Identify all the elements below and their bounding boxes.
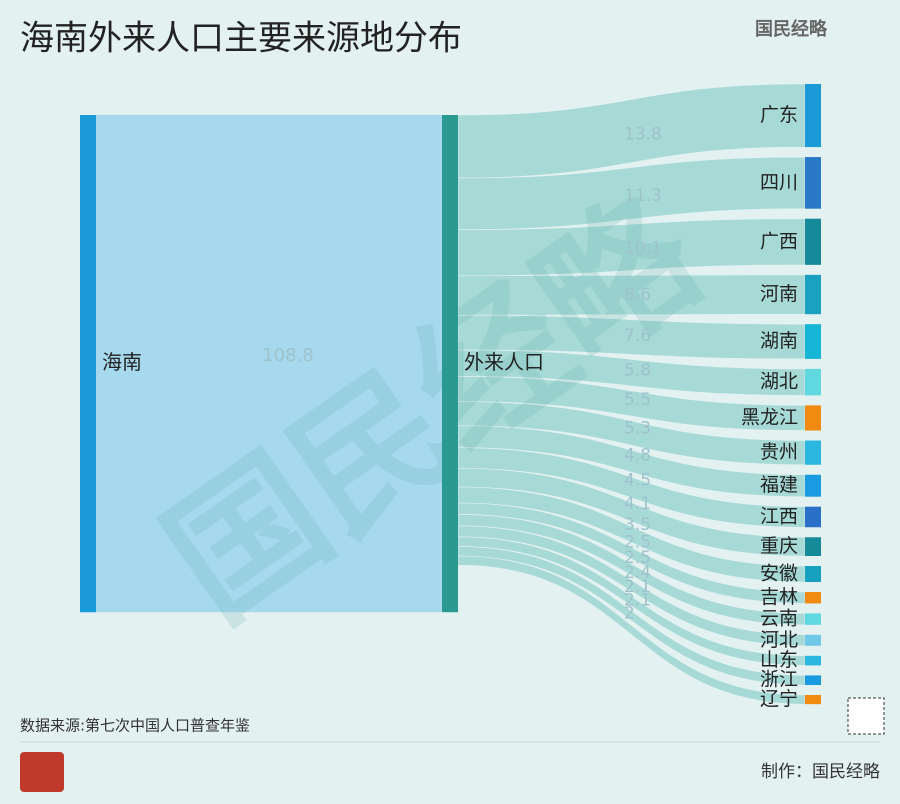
node-label: 湖南: [760, 330, 798, 352]
node-label: 四川: [760, 171, 798, 193]
link-label: 10.1: [624, 239, 662, 259]
node-label: 广西: [760, 230, 798, 252]
link-label: 2.4: [624, 563, 651, 583]
node: [805, 274, 821, 315]
node-label: 外来人口: [464, 350, 544, 374]
node-label: 河北: [760, 629, 798, 651]
link-label: 13.8: [624, 125, 662, 145]
node: [805, 157, 821, 209]
logo-stamp: [20, 752, 64, 792]
node: [805, 368, 821, 396]
node: [805, 474, 821, 497]
node-label: 浙江: [760, 669, 798, 691]
link: [457, 502, 806, 604]
link: [96, 115, 442, 613]
link-label: 4.1: [624, 494, 651, 514]
link: [457, 536, 806, 666]
node-label: 山东: [760, 649, 798, 671]
node-label: 黑龙江: [741, 406, 798, 428]
node: [805, 405, 821, 431]
link-label: 8.6: [624, 285, 651, 305]
node: [805, 655, 821, 666]
chart-title: 海南外来人口主要来源地分布: [20, 19, 462, 59]
data-source: 数据来源:第七次中国人口普查年鉴: [20, 717, 250, 735]
nodes: 108.8 海南 外来人口 13.8 广东 11.3 四川 10.1 广西 8.6 河南 7.6 湖南 5…: [80, 84, 821, 710]
link-label: 2: [624, 604, 635, 624]
node-label: 云南: [760, 608, 798, 630]
link-label: 3.5: [624, 515, 651, 535]
node: [80, 115, 96, 613]
link-label: 108.8: [262, 345, 314, 366]
node: [805, 591, 821, 604]
node: [805, 506, 821, 528]
node: [442, 115, 458, 613]
link-label: 5.8: [624, 360, 651, 380]
node: [805, 634, 821, 646]
node: [805, 218, 821, 265]
node-label: 广东: [760, 104, 798, 126]
link-label: 2.5: [624, 548, 651, 568]
node-label: 江西: [760, 505, 798, 527]
node: [805, 613, 821, 625]
node: [805, 440, 821, 465]
node-label: 重庆: [760, 535, 798, 557]
link-label: 4.5: [624, 470, 651, 490]
node-label: 福建: [760, 474, 798, 496]
node: [805, 565, 821, 582]
logo-text: 国民经略: [755, 18, 828, 40]
links: [96, 83, 806, 705]
link: [457, 314, 806, 360]
node: [805, 84, 821, 148]
node: [805, 695, 821, 705]
node-label: 贵州: [760, 441, 798, 463]
node-label: 海南: [102, 350, 142, 374]
qr-code: [847, 697, 885, 735]
link-label: 7.6: [624, 326, 651, 346]
link-label: 2.5: [624, 533, 651, 553]
link-label: 11.3: [624, 186, 662, 206]
link-label: 5.3: [624, 419, 651, 439]
link-label: 4.8: [624, 445, 651, 465]
node-label: 湖北: [760, 371, 798, 393]
node-label: 辽宁: [760, 688, 798, 710]
credit: 制作：国民经略: [761, 762, 880, 782]
node: [805, 675, 821, 686]
link-label: 2.1: [624, 577, 651, 597]
node: [805, 537, 821, 556]
node-label: 安徽: [760, 562, 798, 584]
node-label: 吉林: [760, 586, 798, 608]
link-label: 5.5: [624, 390, 651, 410]
node: [805, 324, 821, 359]
node-label: 河南: [760, 283, 798, 305]
link-label: 2.1: [624, 590, 651, 610]
